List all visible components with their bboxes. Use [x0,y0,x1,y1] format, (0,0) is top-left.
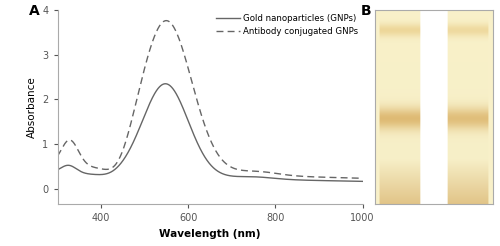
Legend: Gold nanoparticles (GNPs), Antibody conjugated GNPs: Gold nanoparticles (GNPs), Antibody conj… [216,14,358,36]
Antibody conjugated GNPs [360,177,366,180]
Y-axis label: Absorbance: Absorbance [26,76,36,138]
Antibody conjugated GNPs [203,127,209,130]
Antibody conjugated GNPs [350,177,356,180]
X-axis label: Wavelength (nm): Wavelength (nm) [160,229,261,239]
Antibody conjugated GNPs [164,19,170,22]
Gold nanoparticles (GNPs) [195,142,201,145]
Antibody conjugated GNPs [195,102,201,105]
Gold nanoparticles (GNPs) [70,165,76,168]
Line: Gold nanoparticles (GNPs): Gold nanoparticles (GNPs) [58,84,362,181]
Antibody conjugated GNPs [295,174,301,177]
Gold nanoparticles (GNPs) [351,180,357,183]
Text: A: A [28,4,40,18]
Gold nanoparticles (GNPs) [295,178,301,181]
Antibody conjugated GNPs [351,177,357,180]
Gold nanoparticles (GNPs) [162,82,168,85]
Antibody conjugated GNPs [54,155,60,158]
Gold nanoparticles (GNPs) [54,168,60,171]
Gold nanoparticles (GNPs) [360,180,366,183]
Antibody conjugated GNPs [70,140,76,143]
Text: B: B [361,4,372,18]
Gold nanoparticles (GNPs) [350,180,356,183]
Gold nanoparticles (GNPs) [203,157,209,160]
Line: Antibody conjugated GNPs: Antibody conjugated GNPs [58,21,362,178]
